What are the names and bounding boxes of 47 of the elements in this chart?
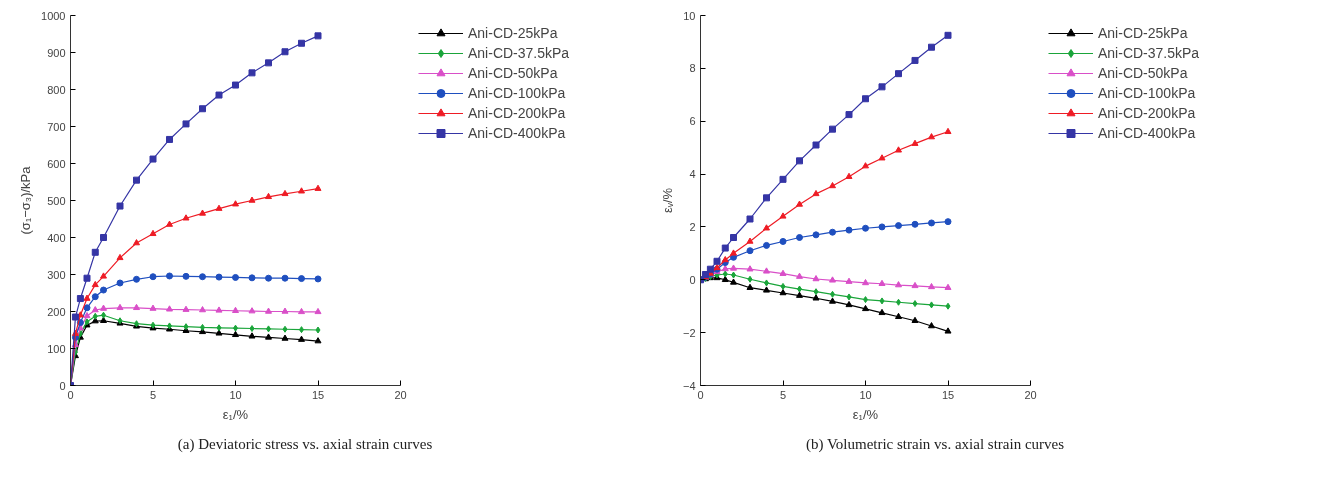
y-tick-label: 4 xyxy=(689,168,696,181)
x-tick-label: 15 xyxy=(311,388,325,401)
legend-label: Ani-CD-50kPa xyxy=(468,65,558,81)
y-tick-label: 0 xyxy=(689,273,696,286)
x-tick-label: 0 xyxy=(697,388,704,401)
y-tick-label: 200 xyxy=(47,305,66,318)
x-tick-label: 10 xyxy=(859,388,872,401)
y-tick-label: 6 xyxy=(689,115,696,128)
y-tick-label: 10 xyxy=(683,9,696,22)
y-tick-label: 100 xyxy=(47,342,66,355)
legend-label: Ani-CD-25kPa xyxy=(468,25,558,41)
x-axis-title: ε₁/% xyxy=(852,406,879,422)
x-tick-label: 10 xyxy=(229,388,242,401)
y-axis-title: (σ₁−σ₃)/kPa xyxy=(18,165,34,235)
x-tick-label: 5 xyxy=(779,388,787,401)
legend-label: Ani-CD-200kPa xyxy=(1098,105,1196,121)
legend-label: Ani-CD-100kPa xyxy=(468,85,566,101)
y-tick-label: 700 xyxy=(47,120,66,133)
x-tick-label: 20 xyxy=(394,388,407,401)
y-tick-label: 600 xyxy=(47,157,66,170)
legend-label: Ani-CD-100kPa xyxy=(1098,85,1196,101)
x-axis-title: ε₁/% xyxy=(222,406,249,422)
legend-label: Ani-CD-37.5kPa xyxy=(1098,45,1200,61)
y-tick-label: 800 xyxy=(47,83,66,96)
legend-label: Ani-CD-400kPa xyxy=(1098,125,1196,141)
legend-label: Ani-CD-25kPa xyxy=(1098,25,1188,41)
y-tick-label: 1000 xyxy=(41,9,66,22)
y-tick-label: 500 xyxy=(47,194,66,207)
legend-label: Ani-CD-400kPa xyxy=(468,125,566,141)
x-tick-label: 20 xyxy=(1024,388,1037,401)
legend-label: Ani-CD-50kPa xyxy=(1098,65,1188,81)
y-tick-label: 2 xyxy=(689,220,696,233)
y-tick-label: 300 xyxy=(47,268,66,281)
text: (b) Volumetric strain vs. axial strain curves xyxy=(805,435,1065,454)
x-tick-label: 15 xyxy=(941,388,955,401)
y-tick-label: 0 xyxy=(59,379,66,392)
x-tick-label: 0 xyxy=(67,388,74,401)
y-tick-label: 900 xyxy=(47,46,66,59)
y-tick-label: −2 xyxy=(682,326,696,339)
legend-label: Ani-CD-37.5kPa xyxy=(468,45,570,61)
x-tick-label: 5 xyxy=(149,388,157,401)
legend-label: Ani-CD-200kPa xyxy=(468,105,566,121)
y-axis-title: εᵥ/% xyxy=(659,187,675,214)
y-tick-label: −4 xyxy=(682,379,696,392)
y-tick-label: 400 xyxy=(47,231,66,244)
text: (a) Deviatoric stress vs. axial strain curves xyxy=(177,435,433,454)
y-tick-label: 8 xyxy=(689,62,696,75)
